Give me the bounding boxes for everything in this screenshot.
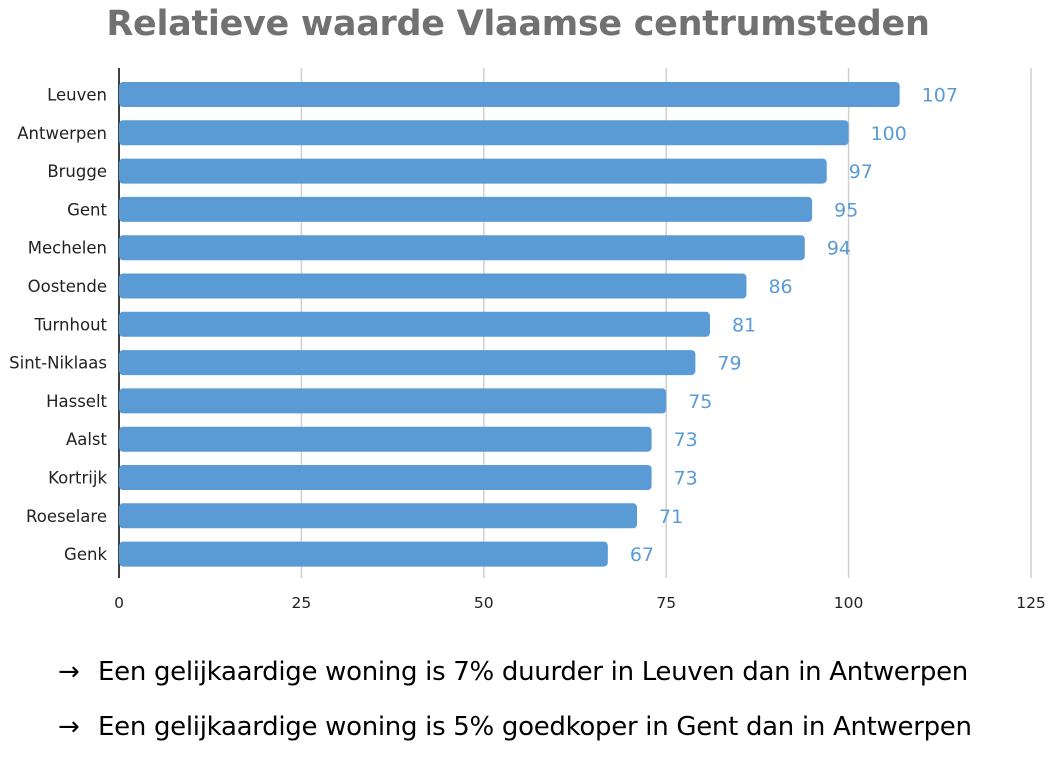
category-label: Antwerpen (17, 124, 107, 143)
bar (119, 196, 813, 222)
x-tick-label: 75 (656, 594, 676, 612)
bar (119, 426, 652, 452)
data-label: 75 (688, 391, 712, 413)
bar (119, 541, 608, 567)
x-tick-label: 0 (114, 594, 124, 612)
bar (119, 311, 710, 337)
category-label: Aalst (66, 430, 108, 449)
data-label: 100 (871, 123, 907, 145)
x-tick-label: 125 (1016, 594, 1046, 612)
arrow-right-icon: → (58, 712, 80, 742)
bar (119, 350, 696, 376)
data-label: 79 (717, 353, 741, 375)
category-label: Sint-Niklaas (9, 354, 107, 373)
chart-title: Relatieve waarde Vlaamse centrumsteden (106, 4, 930, 44)
data-label: 81 (732, 314, 756, 336)
data-label: 97 (849, 161, 873, 183)
category-label: Oostende (28, 277, 107, 296)
category-label: Brugge (47, 162, 107, 181)
data-label: 94 (827, 238, 851, 260)
category-label: Leuven (47, 86, 107, 105)
note-2-text: Een gelijkaardige woning is 5% goedkoper… (98, 712, 972, 742)
bar (119, 82, 900, 107)
arrow-right-icon: → (58, 657, 80, 687)
data-label: 107 (922, 85, 958, 107)
category-label: Genk (64, 545, 107, 564)
data-label: 86 (768, 276, 792, 298)
bar (119, 273, 747, 299)
data-label: 67 (630, 544, 654, 566)
x-tick-label: 100 (834, 594, 864, 612)
note-2: → Een gelijkaardige woning is 5% goedkope… (58, 712, 972, 742)
note-1: → Een gelijkaardige woning is 7% duurder … (58, 657, 968, 687)
bar (119, 503, 638, 529)
bar (119, 120, 849, 146)
category-label: Mechelen (28, 239, 107, 258)
note-1-text: Een gelijkaardige woning is 7% duurder i… (98, 657, 968, 687)
x-tick-label: 50 (474, 594, 494, 612)
data-label: 73 (674, 429, 698, 451)
bar-chart: 0 25 50 75 100 125 Leuven 107 Antwerpen 100 Brugge… (9, 68, 1046, 612)
bar (119, 158, 827, 184)
data-label: 73 (674, 468, 698, 490)
category-label: Roeselare (26, 507, 107, 526)
bar (119, 465, 652, 490)
category-label: Turnhout (34, 315, 108, 334)
x-tick-label: 25 (292, 594, 312, 612)
category-label: Hasselt (46, 392, 107, 411)
category-label: Gent (67, 200, 107, 219)
bar (119, 388, 667, 414)
bar (119, 235, 805, 261)
data-label: 71 (659, 506, 683, 528)
category-label: Kortrijk (48, 469, 107, 488)
data-label: 95 (834, 199, 858, 221)
